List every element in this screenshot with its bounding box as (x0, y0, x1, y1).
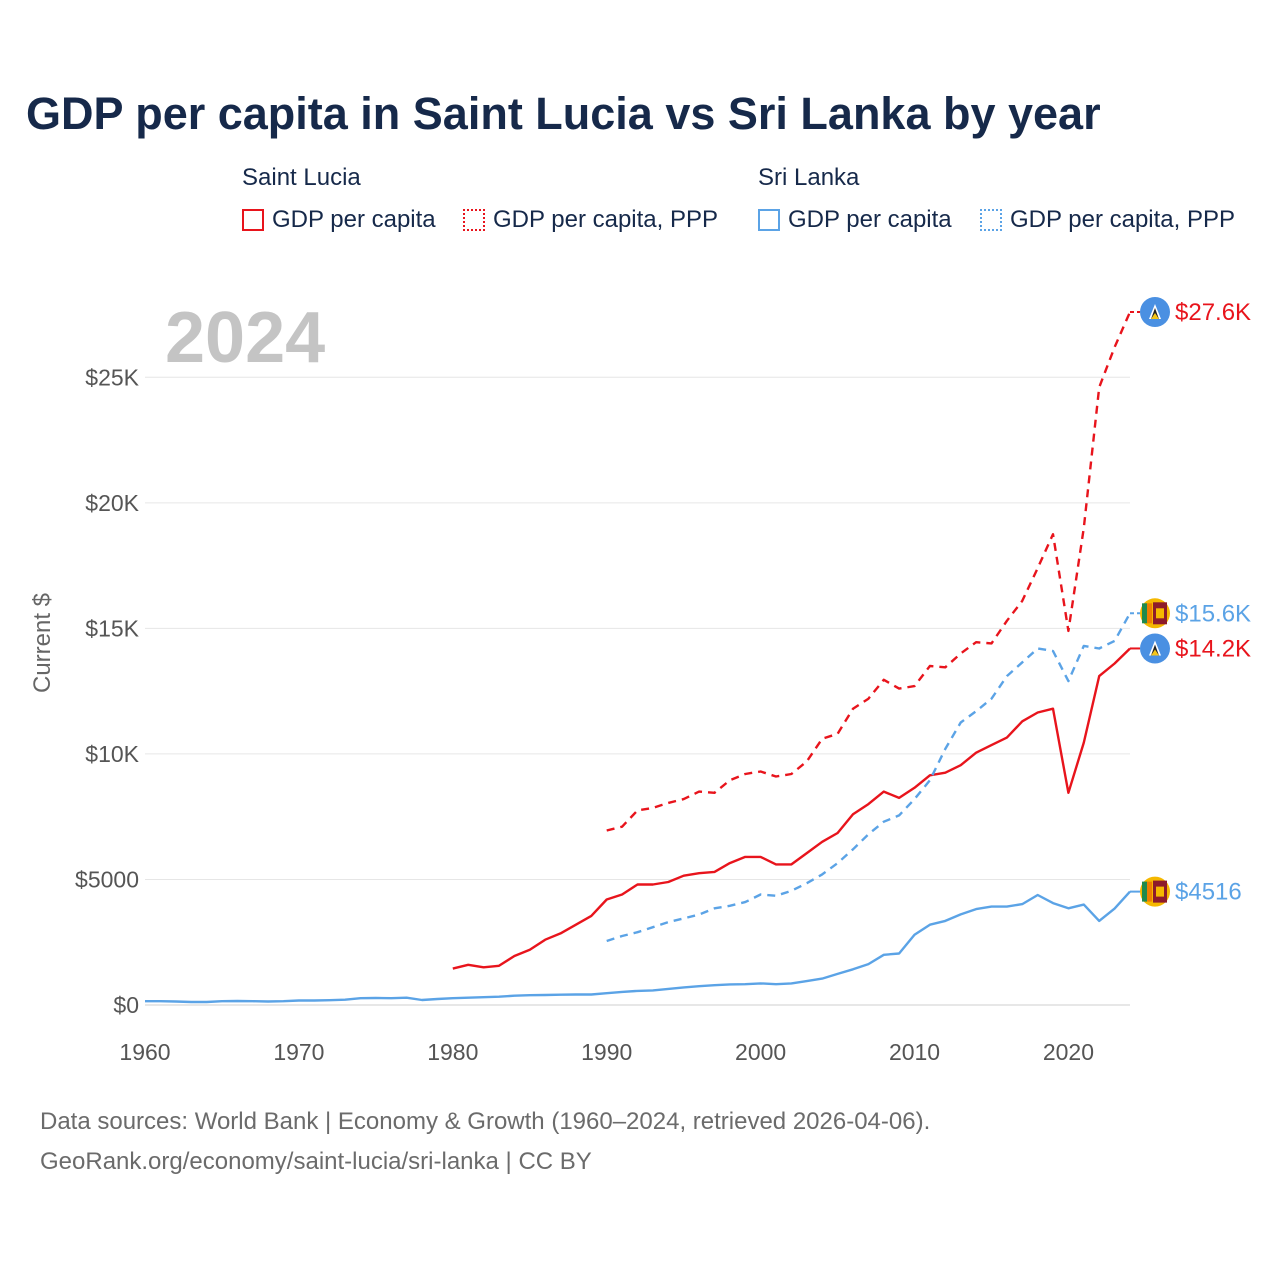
series-end-label: $14.2K (1175, 635, 1251, 662)
legend-item-sri-lanka-gdp[interactable]: GDP per capita (758, 206, 952, 234)
x-tick-label: 2010 (889, 1039, 940, 1065)
end-marker (1140, 598, 1170, 629)
y-axis-title: Current $ (29, 593, 56, 693)
flag-triangle (1151, 313, 1159, 319)
y-tick-label: $10K (85, 741, 139, 767)
year-label: 2024 (165, 298, 325, 378)
series-line (452, 647, 1131, 970)
y-tick-label: $20K (85, 490, 139, 516)
legend-swatch-solid-red (242, 209, 264, 231)
x-tick-label: 1980 (427, 1039, 478, 1065)
flag-lion (1156, 608, 1164, 619)
end-marker (1140, 633, 1170, 664)
chart-title: GDP per capita in Saint Lucia vs Sri Lan… (26, 88, 1101, 139)
flag-lion (1156, 886, 1164, 897)
flag-stripe (1142, 603, 1147, 624)
flag-stripe (1147, 603, 1152, 624)
series-end-label: $4516 (1175, 879, 1242, 906)
x-tick-label: 1960 (119, 1039, 170, 1065)
flag-stripe (1142, 881, 1147, 902)
series-end-label: $27.6K (1175, 299, 1251, 326)
legend-label: GDP per capita (272, 206, 436, 233)
x-tick-label: 1970 (273, 1039, 324, 1065)
legend-item-sri-lanka-gdp-ppp[interactable]: GDP per capita, PPP (980, 206, 1235, 234)
x-tick-label: 1990 (581, 1039, 632, 1065)
end-marker (1140, 876, 1170, 907)
end-marker (1140, 297, 1170, 327)
legend-swatch-solid-blue (758, 209, 780, 231)
y-tick-label: $15K (85, 615, 139, 641)
y-tick-label: $5000 (75, 866, 139, 892)
legend-group-saint-lucia: Saint Lucia (242, 164, 361, 191)
legend-label: GDP per capita (788, 206, 952, 233)
footer-sources: Data sources: World Bank | Economy & Gro… (40, 1108, 931, 1135)
legend-group-sri-lanka: Sri Lanka (758, 164, 860, 191)
legend-swatch-dotted-red (463, 209, 485, 231)
series-line (145, 890, 1131, 1004)
series-end-label: $15.6K (1175, 600, 1251, 627)
y-tick-label: $25K (85, 364, 139, 390)
legend-item-saint-lucia-gdp-ppp[interactable]: GDP per capita, PPP (463, 206, 718, 234)
footer-credit: GeoRank.org/economy/saint-lucia/sri-lank… (40, 1148, 592, 1175)
legend-label: GDP per capita, PPP (493, 206, 718, 233)
x-tick-label: 2000 (735, 1039, 786, 1065)
flag-stripe (1147, 881, 1152, 902)
legend-label: GDP per capita, PPP (1010, 206, 1235, 233)
series-line (606, 612, 1132, 943)
legend-swatch-dotted-blue (980, 209, 1002, 231)
series-line (606, 311, 1132, 832)
y-tick-label: $0 (113, 992, 139, 1018)
x-tick-label: 2020 (1043, 1039, 1094, 1065)
flag-triangle (1151, 649, 1159, 656)
legend-item-saint-lucia-gdp[interactable]: GDP per capita (242, 206, 436, 234)
